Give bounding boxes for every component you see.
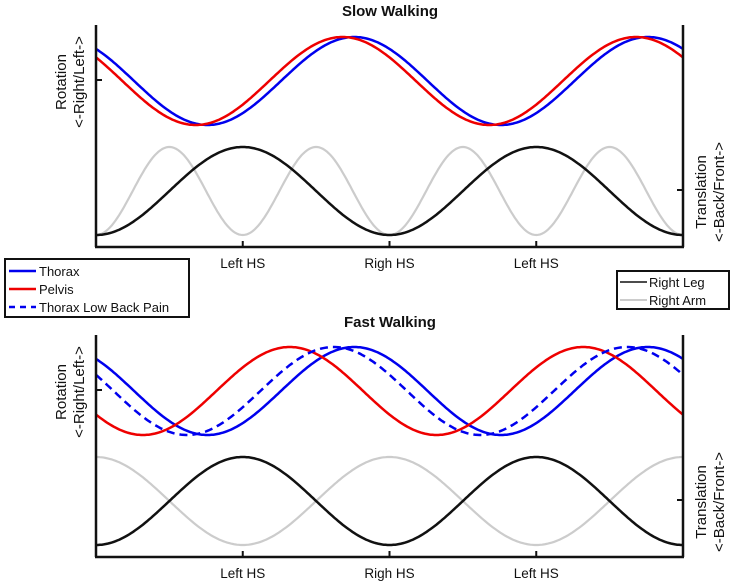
slow-series-layer <box>95 35 684 237</box>
slow-translation-line-right-leg <box>96 145 683 237</box>
fast-left-ylabel: Rotation <-Right/Left-> <box>53 346 88 438</box>
fast-translation-line-right-arm <box>96 455 683 547</box>
fast-axes <box>94 335 685 559</box>
slow-translation-line-right-arm <box>95 145 684 237</box>
slow-ylabel-translation: Translation <box>693 155 710 229</box>
slow-xticks: Left HS Righ HS Left HS <box>220 241 559 271</box>
slow-xtick-label: Left HS <box>220 256 265 271</box>
slow-ylabel-rotation-direction: <-Right/Left-> <box>71 36 88 128</box>
fast-walking-title: Fast Walking <box>344 314 436 331</box>
slow-ylabel-translation-direction: <-Back/Front-> <box>711 142 728 242</box>
fast-rotation-line-pelvis <box>95 345 684 437</box>
fast-right-ylabel: Translation <-Back/Front-> <box>693 452 728 552</box>
fast-translation-line-right-leg <box>96 455 683 547</box>
legend-label-pelvis: Pelvis <box>39 282 74 297</box>
legend-label-right-leg: Right Leg <box>649 275 705 290</box>
fast-xtick-label: Righ HS <box>364 566 414 581</box>
slow-rotation-line-thorax <box>95 35 684 127</box>
fast-series-layer <box>95 345 684 547</box>
fast-ylabel-translation: Translation <box>693 465 710 539</box>
slow-xtick-label: Righ HS <box>364 256 414 271</box>
fast-rotation-line-thorax-low-back-pain <box>95 345 684 437</box>
slow-xtick-label: Left HS <box>514 256 559 271</box>
translation-legend-box <box>616 270 730 310</box>
slow-walking-title: Slow Walking <box>342 3 438 20</box>
fast-ylabel-translation-direction: <-Back/Front-> <box>711 452 728 552</box>
slow-right-ylabel: Translation <-Back/Front-> <box>693 142 728 242</box>
fast-xticks: Left HS Righ HS Left HS <box>220 551 559 581</box>
fast-ylabel-rotation: Rotation <box>53 364 70 420</box>
slow-left-ylabel: Rotation <-Right/Left-> <box>53 36 88 128</box>
translation-legend: Right Leg Right Arm <box>616 270 730 310</box>
slow-ylabel-rotation: Rotation <box>53 54 70 110</box>
slow-rotation-line-pelvis <box>95 35 684 127</box>
fast-ylabel-rotation-direction: <-Right/Left-> <box>71 346 88 438</box>
legend-label-thorax-low-back-pain: Thorax Low Back Pain <box>39 300 169 315</box>
fast-walking-panel: Fast Walking Rotation <-Right/Left-> Tra… <box>53 314 728 581</box>
rotation-legend: Thorax Pelvis Thorax Low Back Pain <box>4 258 190 318</box>
legend-label-thorax: Thorax <box>39 264 80 279</box>
fast-xtick-label: Left HS <box>514 566 559 581</box>
fast-xtick-label: Left HS <box>220 566 265 581</box>
fast-rotation-line-thorax <box>95 345 684 437</box>
slow-walking-panel: Slow Walking Rotation <-Right/Left-> Tra… <box>53 3 728 271</box>
legend-label-right-arm: Right Arm <box>649 293 706 308</box>
